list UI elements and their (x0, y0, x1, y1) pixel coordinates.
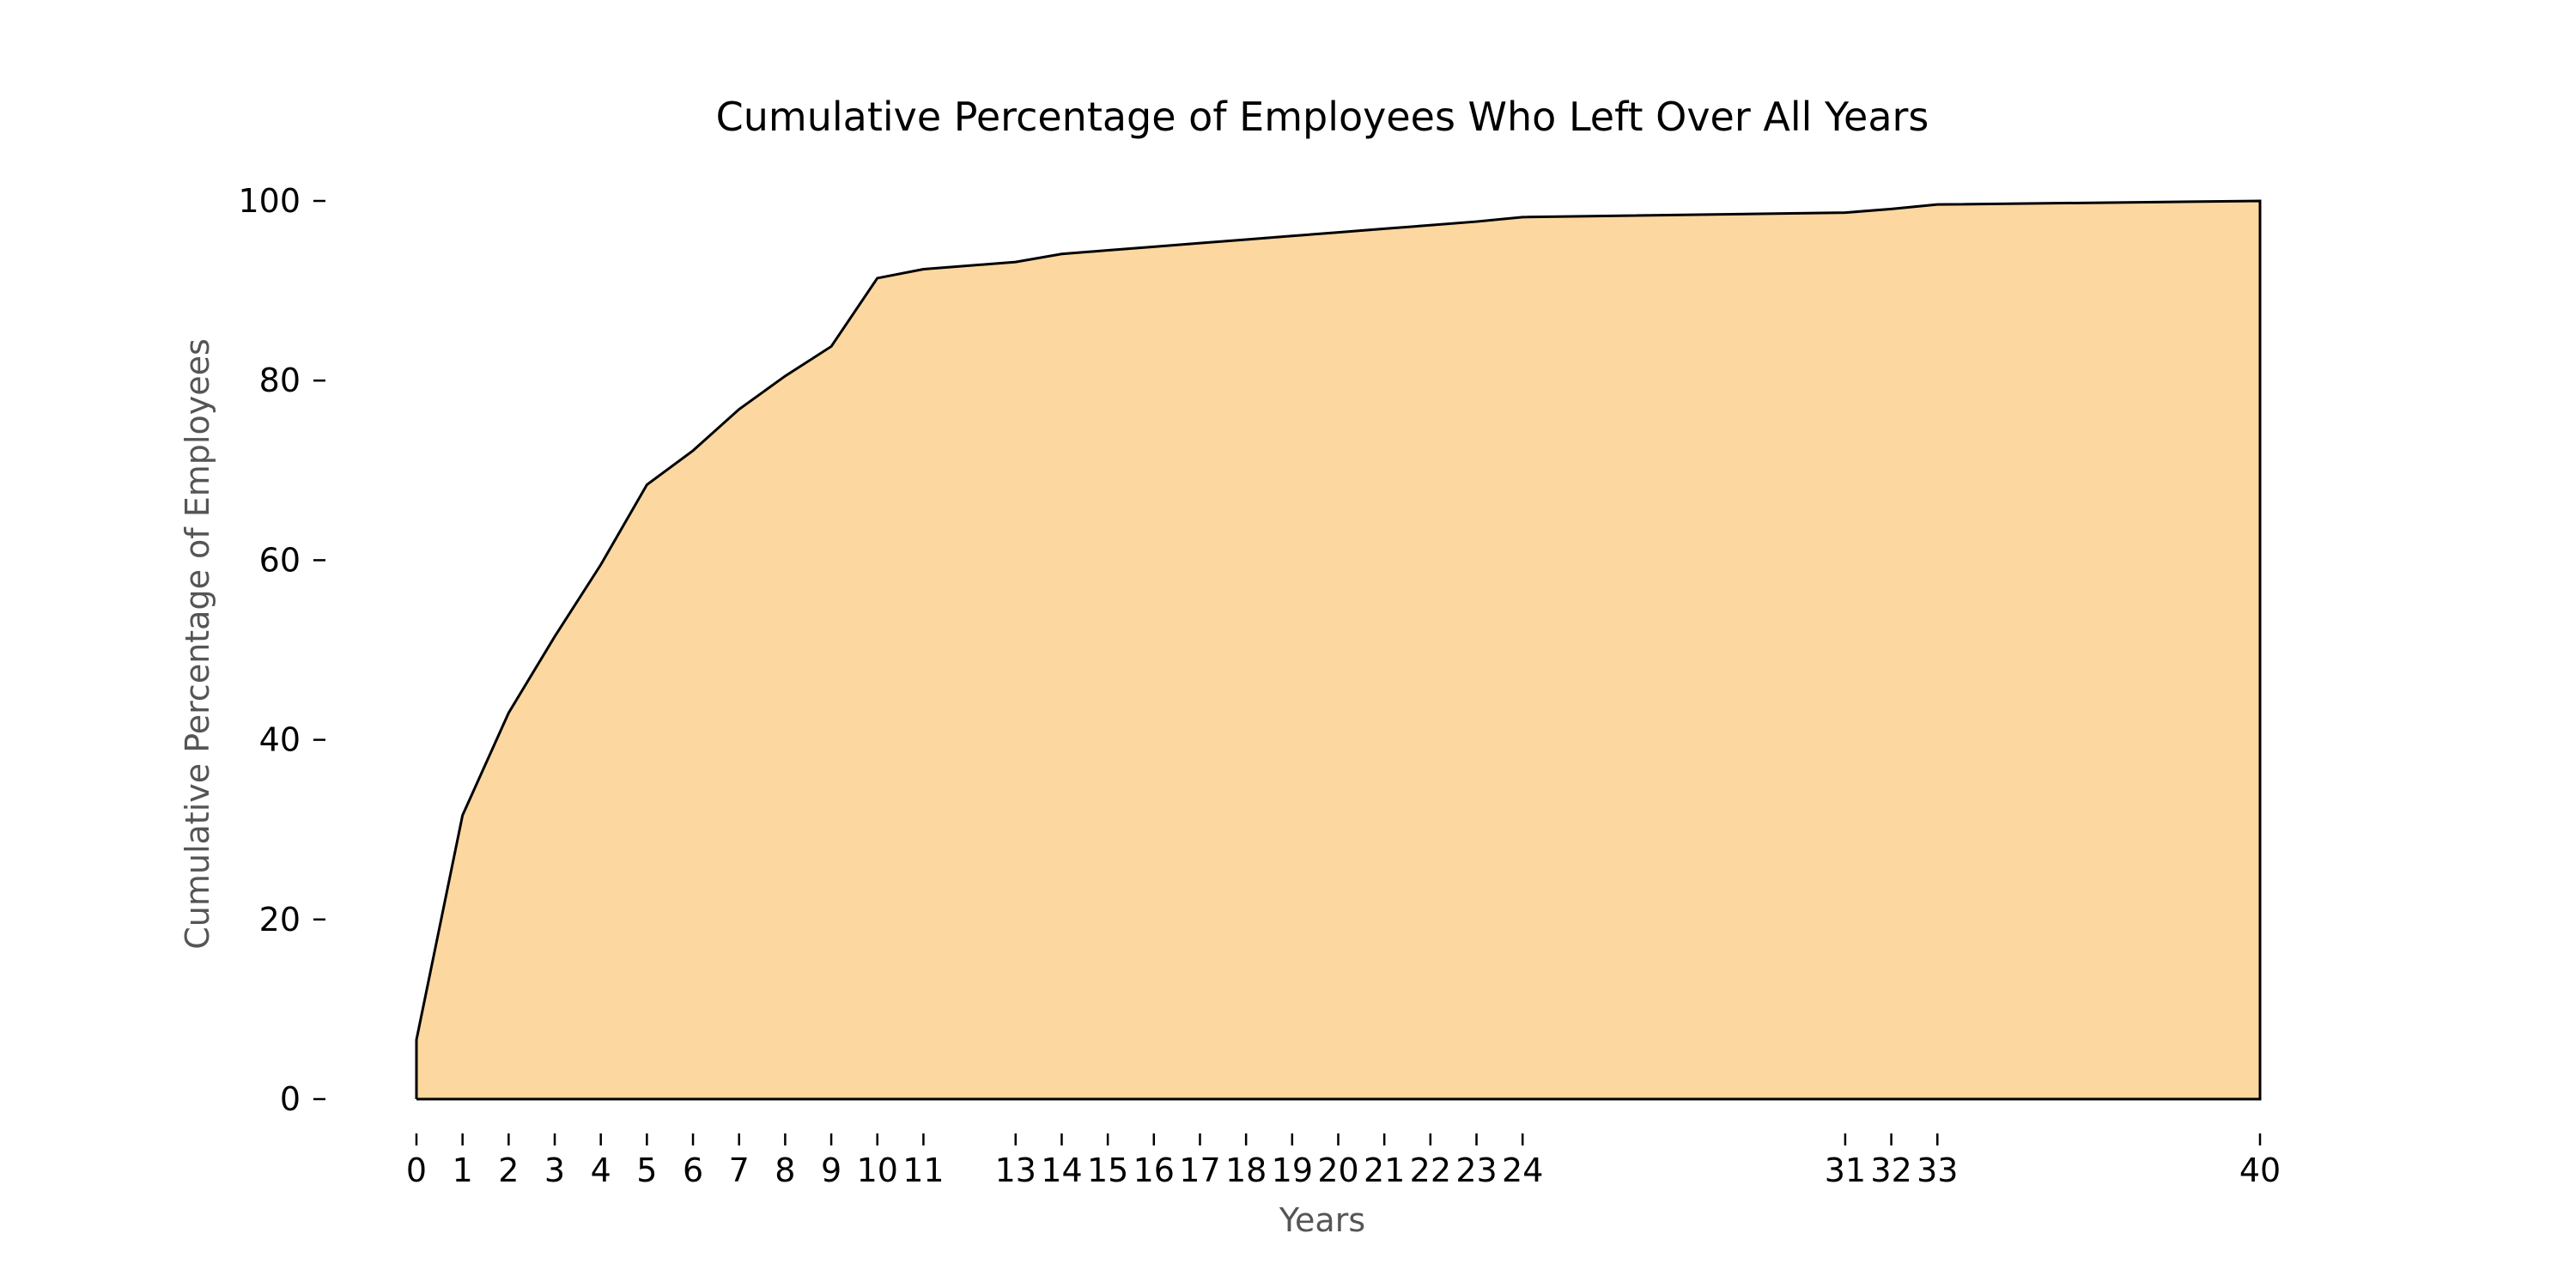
x-tick-label: 15 (1087, 1151, 1128, 1189)
x-tick-label: 17 (1179, 1151, 1220, 1189)
y-axis-ticks: 0 20 40 60 80 100 (238, 182, 325, 1118)
y-tick-label: 40 (259, 721, 301, 759)
x-tick-label: 10 (857, 1151, 898, 1189)
y-tick-label: 60 (259, 541, 301, 579)
x-tick-label: 6 (683, 1151, 703, 1189)
x-tick-label: 16 (1133, 1151, 1175, 1189)
y-tick-label: 80 (259, 361, 301, 399)
x-tick-label: 8 (775, 1151, 795, 1189)
series-line (415, 199, 2262, 1101)
cumulative-area (416, 201, 2260, 1099)
x-tick-label: 31 (1825, 1151, 1866, 1189)
x-tick-label: 4 (591, 1151, 611, 1189)
y-tick-label: 0 (280, 1080, 301, 1118)
x-axis-label: Years (1279, 1201, 1365, 1239)
x-tick-label: 7 (729, 1151, 750, 1189)
x-tick-label: 33 (1917, 1151, 1958, 1189)
x-tick-label: 22 (1410, 1151, 1451, 1189)
x-tick-label: 21 (1364, 1151, 1405, 1189)
x-tick-label: 20 (1317, 1151, 1358, 1189)
y-tick-label: 20 (259, 901, 301, 939)
x-tick-label: 3 (544, 1151, 565, 1189)
x-tick-label: 9 (821, 1151, 841, 1189)
x-tick-label: 2 (498, 1151, 519, 1189)
y-axis-label: Cumulative Percentage of Employees (179, 338, 216, 950)
x-tick-label: 5 (636, 1151, 657, 1189)
x-tick-label: 32 (1870, 1151, 1911, 1189)
x-tick-label: 0 (406, 1151, 427, 1189)
x-tick-label: 40 (2239, 1151, 2281, 1189)
x-axis-ticks: 0 1 2 3 4 5 6 7 8 9 10 11 13 14 15 16 17 18 19 20 21 22 23 24 31… (406, 1133, 2281, 1189)
x-tick-label: 11 (902, 1151, 944, 1189)
x-tick-label: 19 (1272, 1151, 1313, 1189)
x-tick-label: 24 (1502, 1151, 1543, 1189)
chart-title: Cumulative Percentage of Employees Who L… (716, 94, 1929, 140)
x-tick-label: 14 (1041, 1151, 1082, 1189)
y-tick-label: 100 (238, 182, 301, 220)
x-tick-label: 23 (1455, 1151, 1497, 1189)
x-tick-label: 13 (995, 1151, 1036, 1189)
x-tick-label: 18 (1225, 1151, 1267, 1189)
x-tick-label: 1 (453, 1151, 473, 1189)
